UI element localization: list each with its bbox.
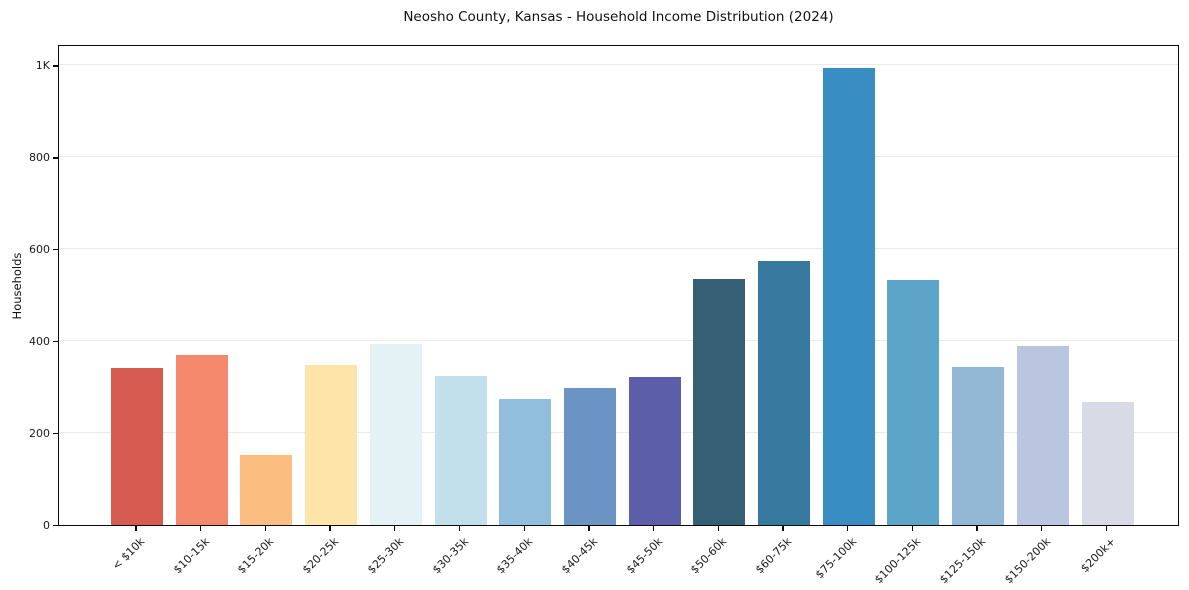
ytick-mark-800 bbox=[53, 157, 58, 159]
xtick-mark-$125-150k bbox=[976, 526, 978, 531]
xtick-mark-$200k+ bbox=[1105, 526, 1108, 531]
xtick-mark-$25-30k bbox=[394, 526, 396, 531]
bar-$15-20k bbox=[240, 455, 293, 525]
ytick-label-400: 400 bbox=[29, 335, 50, 349]
ytick-label-600: 600 bbox=[29, 243, 50, 257]
xtick-mark-$40-45k bbox=[588, 526, 590, 531]
xtick-mark-$45-50k bbox=[652, 526, 655, 531]
chart-title: Neosho County, Kansas - Household Income… bbox=[403, 9, 834, 25]
xtick-mark-$75-100k bbox=[847, 526, 849, 531]
xtick-mark-$100-125k bbox=[911, 526, 914, 531]
ytick-label-0: 0 bbox=[43, 519, 50, 532]
bar-$30-35k bbox=[434, 375, 487, 525]
gridline-y-1000 bbox=[59, 64, 1178, 66]
xtick-mark-$20-25k bbox=[329, 526, 331, 531]
xtick-mark-$35-40k bbox=[523, 526, 525, 531]
gridline-y-200 bbox=[59, 432, 1178, 434]
bar-$40-45k bbox=[563, 387, 616, 525]
bar-$150-200k bbox=[1016, 345, 1069, 525]
bar-$45-50k bbox=[628, 376, 681, 525]
bar-$20-25k bbox=[305, 364, 358, 525]
bar-$200k+ bbox=[1081, 401, 1134, 525]
ytick-mark-0 bbox=[53, 525, 58, 527]
ytick-mark-600 bbox=[53, 249, 58, 251]
gridline-y-600 bbox=[59, 248, 1178, 250]
xtick-label-< $10k: < $10k bbox=[109, 535, 148, 573]
xtick-mark-< $10k bbox=[135, 526, 137, 531]
ytick-label-1000: 1K bbox=[35, 59, 50, 73]
bar-$60-75k bbox=[758, 260, 810, 525]
bar-$35-40k bbox=[499, 399, 552, 525]
ytick-mark-1000 bbox=[53, 65, 58, 67]
bar-< $10k bbox=[111, 367, 163, 525]
ytick-mark-200 bbox=[53, 433, 58, 435]
ytick-label-800: 800 bbox=[29, 151, 50, 165]
bar-$75-100k bbox=[822, 68, 875, 525]
bar-$125-150k bbox=[952, 366, 1005, 525]
ytick-label-200: 200 bbox=[29, 427, 50, 441]
xtick-mark-$50-60k bbox=[717, 526, 719, 531]
xtick-mark-$10-15k bbox=[200, 526, 202, 531]
bar-$50-60k bbox=[693, 278, 746, 525]
gridline-y-800 bbox=[59, 156, 1178, 158]
xtick-mark-$60-75k bbox=[782, 526, 784, 531]
ytick-mark-400 bbox=[53, 341, 58, 343]
gridline-y-400 bbox=[59, 340, 1178, 342]
bar-$10-15k bbox=[175, 355, 228, 525]
xtick-mark-$15-20k bbox=[264, 526, 267, 531]
xtick-mark-$150-200k bbox=[1041, 526, 1043, 531]
bar-$100-125k bbox=[887, 279, 940, 525]
xtick-mark-$30-35k bbox=[458, 526, 461, 531]
plot-area bbox=[58, 45, 1179, 526]
bar-$25-30k bbox=[369, 343, 422, 525]
